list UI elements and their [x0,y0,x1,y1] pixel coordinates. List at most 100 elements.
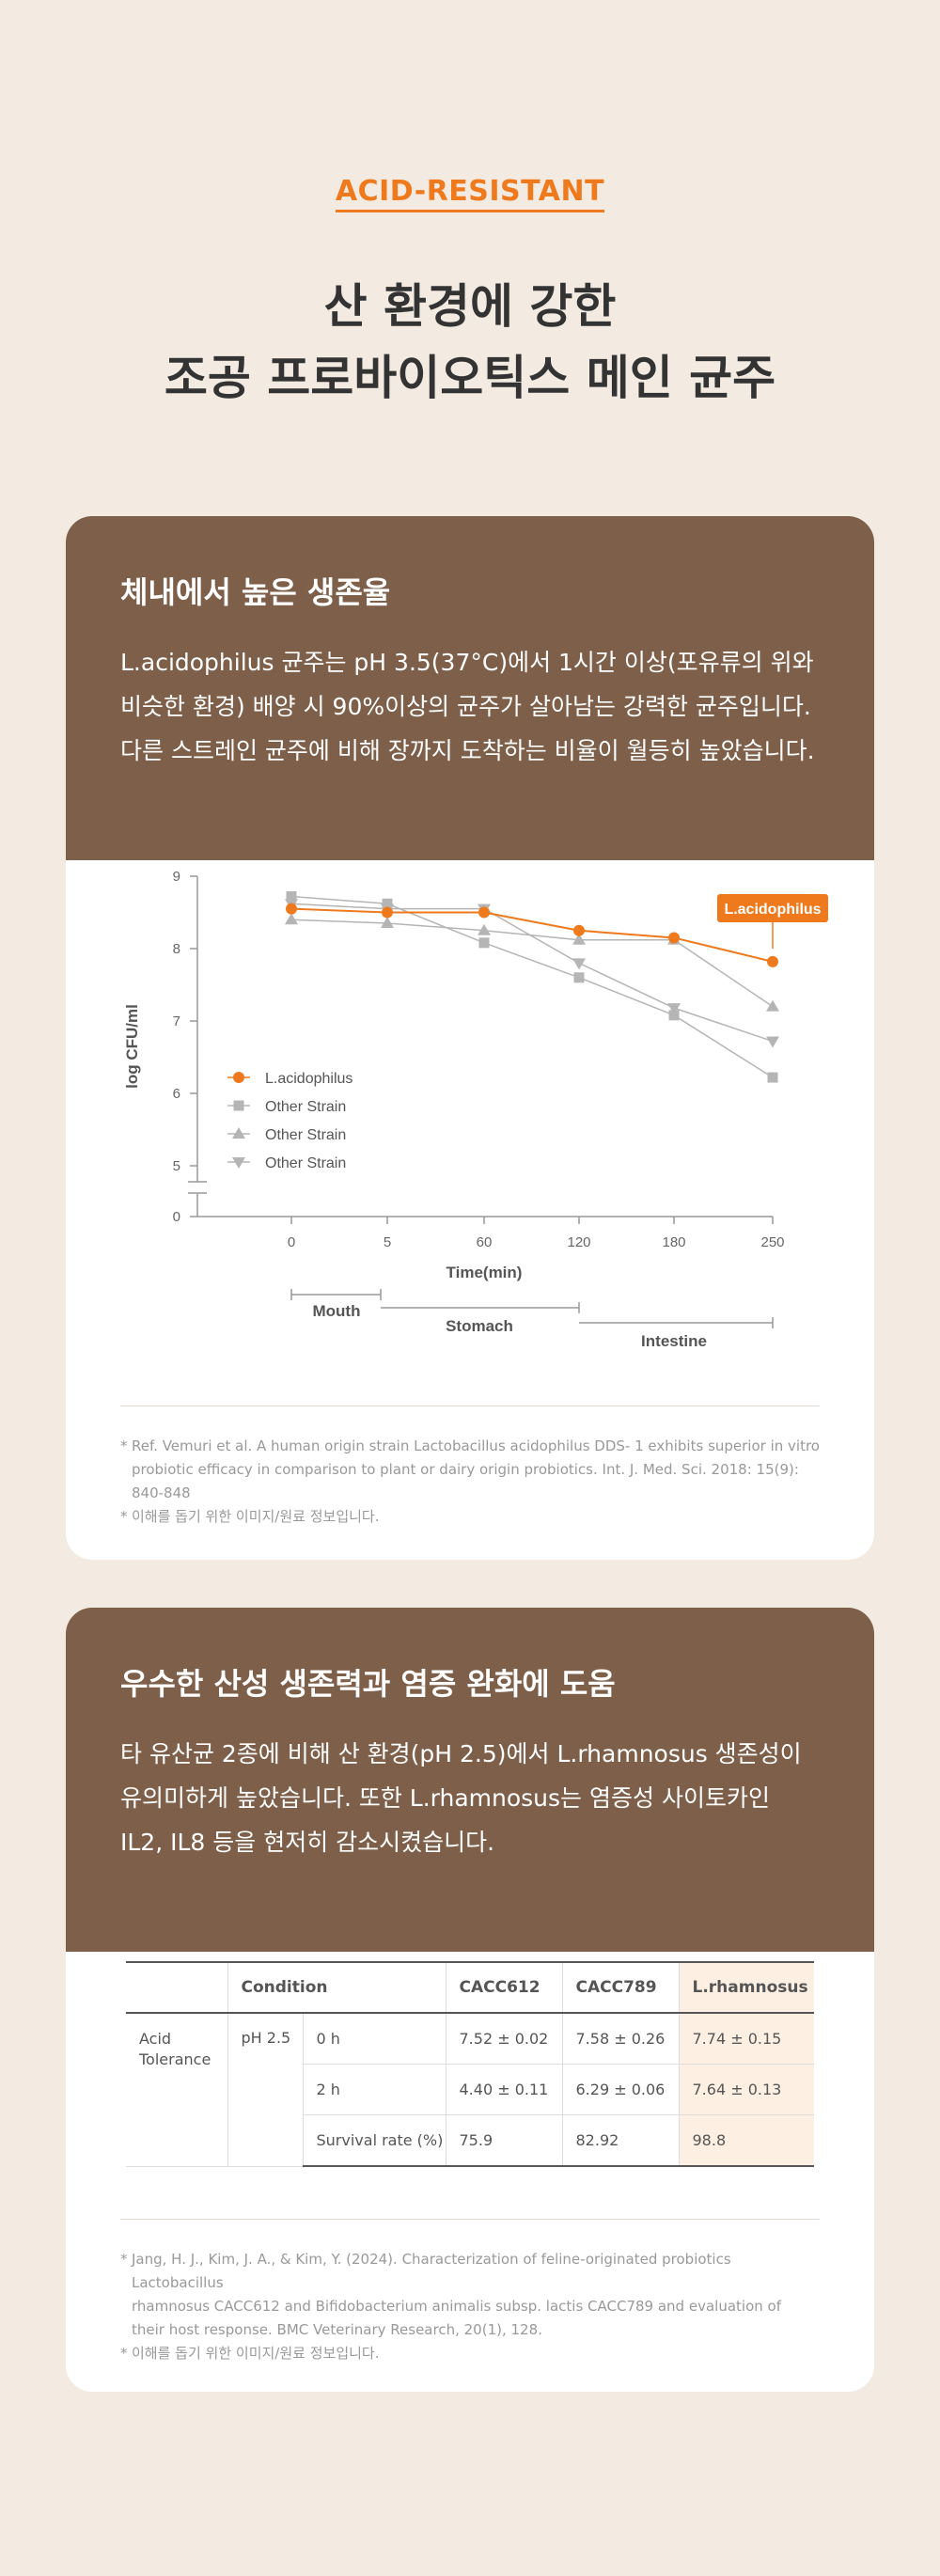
y-tick-label: 9 [173,869,180,885]
survival-card-body: L.acidophilus 균주는 pH 3.5(37°C)에서 1시간 이상(… [120,640,820,773]
region-mouth: Mouth [290,1289,382,1320]
cell-cacc612: 75.9 [445,2114,562,2167]
cell-cacc789: 82.92 [561,2114,679,2167]
y-axis-label: log CFU/ml [123,1004,141,1089]
y-tick-label: 6 [173,1086,180,1102]
series-0 [286,903,778,967]
legend-marker [232,1157,245,1169]
data-point [478,923,491,935]
acid-body-line-3: IL2, IL8 등을 현저히 감소시켰습니다. [120,1829,495,1856]
data-point [478,937,490,949]
legend-marker [233,1100,244,1111]
survival-body-line-3: 다른 스트레인 균주에 비해 장까지 도착하는 비율이 월등히 높았습니다. [120,737,815,764]
cell-rhamnosus: 7.74 ± 0.15 [678,2013,814,2065]
series-1 [286,891,778,1083]
data-point [382,898,393,909]
data-point [286,891,297,903]
data-point [285,913,298,925]
reference-1-line-1: Jang, H. J., Kim, J. A., & Kim, Y. (2024… [132,2251,731,2291]
x-tick-label: 0 [288,1234,295,1250]
page-title: 산 환경에 강한 조공 프로바이오틱스 메인 균주 [0,271,940,414]
region-intestine-label: Intestine [641,1332,707,1350]
series-line [290,895,774,1078]
cell-cacc612: 7.52 ± 0.02 [445,2013,562,2065]
y-tick-label: 8 [173,941,180,957]
title-line-2: 조공 프로바이오틱스 메인 균주 [164,351,776,405]
legend-label: Other Strain [265,1099,346,1115]
acid-card-heading: 우수한 산성 생존력과 염증 완화에 도움 [120,1666,616,1702]
row-label: Survival rate (%) [302,2114,446,2167]
callout: L.acidophilus [717,894,828,949]
acid-references: Jang, H. J., Kim, J. A., & Kim, Y. (2024… [120,2219,820,2365]
reference-2: 이해를 돕기 위한 이미지/원료 정보입니다. [120,2342,820,2365]
y-ticks: 9 8 7 6 5 0 [173,869,197,1225]
region-stomach: Stomach [381,1302,580,1335]
acid-tolerance-table: Condition CACC612 CACC789 L.rhamnosus Ac… [126,1961,814,2167]
header-empty [126,1961,227,2014]
header-cacc789: CACC789 [561,1961,679,2014]
legend-label: Other Strain [265,1155,346,1171]
survival-chart-svg: 9 8 7 6 5 0 0 5 60 120 180 250 log CFU/ml Time(min… [123,869,828,1350]
data-point [286,903,297,915]
series-line [290,919,774,1008]
x-tick-label: 5 [384,1234,391,1250]
data-point [382,906,393,919]
series-line [290,903,774,1043]
table-row: Survival rate (%) 75.9 82.92 98.8 [126,2114,814,2167]
survival-card-header: 체내에서 높은 생존율 L.acidophilus 균주는 pH 3.5(37°… [66,516,874,860]
survival-chart: 9 8 7 6 5 0 0 5 60 120 180 250 log CFU/ml Time(min… [66,808,874,1357]
data-point [573,924,585,936]
y-tick-label: 5 [173,1158,180,1174]
data-point [381,917,394,929]
data-point [478,906,490,919]
legend-label: L.acidophilus [265,1071,352,1087]
header-cacc612: CACC612 [445,1961,562,2014]
survival-card-heading: 체내에서 높은 생존율 [120,574,391,610]
reference-1-line-2: probiotic efficacy in comparison to plan… [132,1461,799,1501]
ph-cell: pH 2.5 [227,2013,303,2167]
legend-label: Other Strain [265,1127,346,1143]
region-mouth-label: Mouth [313,1302,361,1320]
cell-cacc789: 7.58 ± 0.26 [561,2013,679,2065]
table-header-row: Condition CACC612 CACC789 L.rhamnosus [126,1961,814,2014]
data-point [573,972,585,983]
reference-1: Ref. Vemuri et al. A human origin strain… [120,1435,820,1505]
data-point [668,932,680,944]
x-axis-label: Time(min) [446,1264,523,1281]
y-tick-label: 7 [173,1013,180,1029]
reference-1-line-1: Ref. Vemuri et al. A human origin strain… [132,1437,820,1454]
data-point [572,933,586,945]
survival-card: 체내에서 높은 생존율 L.acidophilus 균주는 pH 3.5(37°… [66,516,874,1560]
eyebrow-label: ACID-RESISTANT [335,175,605,212]
survival-body-line-2: 비슷한 환경) 배양 시 90%이상의 균주가 살아남는 강력한 균주입니다. [120,693,811,720]
reference-1-line-2: rhamnosus CACC612 and Bifidobacterium an… [132,2298,781,2315]
x-tick-label: 180 [662,1234,685,1250]
data-point [767,1072,778,1083]
x-tick-label: 60 [477,1234,493,1250]
cell-cacc789: 6.29 ± 0.06 [561,2064,679,2115]
acid-tolerance-card: 우수한 산성 생존력과 염증 완화에 도움 타 유산균 2종에 비해 산 환경(… [66,1608,874,2392]
x-tick-label: 120 [567,1234,590,1250]
data-point [766,999,779,1012]
series-2 [285,913,779,1012]
acid-card-header: 우수한 산성 생존력과 염증 완화에 도움 타 유산균 2종에 비해 산 환경(… [66,1608,874,1952]
acid-body-line-1: 타 유산균 2종에 비해 산 환경(pH 2.5)에서 L.rhamnosus … [120,1740,802,1767]
data-point [572,958,586,970]
x-tick-label: 250 [760,1234,784,1250]
legend: L.acidophilus Other Strain Other Strain Oth… [227,1071,352,1171]
legend-marker [233,1072,244,1083]
y-tick-label: 0 [173,1209,180,1225]
reference-1: Jang, H. J., Kim, J. A., & Kim, Y. (2024… [120,2248,820,2342]
cell-cacc612: 4.40 ± 0.11 [445,2064,562,2115]
table-row: Acid Tolerance pH 2.5 0 h 7.52 ± 0.02 7.… [126,2013,814,2167]
data-point [766,1036,779,1048]
reference-2: 이해를 돕기 위한 이미지/원료 정보입니다. [120,1505,820,1529]
page-header: ACID-RESISTANT 산 환경에 강한 조공 프로바이오틱스 메인 균주 [0,0,940,414]
series-line [290,907,774,963]
header-rhamnosus: L.rhamnosus [678,1961,814,2014]
row-label: 0 h [302,2013,446,2065]
callout-text: L.acidophilus [724,902,821,918]
survival-references: Ref. Vemuri et al. A human origin strain… [120,1406,820,1529]
cell-rhamnosus: 98.8 [678,2114,814,2167]
region-stomach-label: Stomach [446,1317,513,1335]
